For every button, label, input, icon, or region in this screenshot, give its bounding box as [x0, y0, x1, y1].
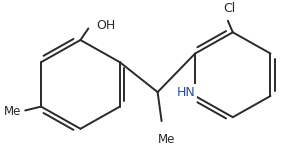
Text: Cl: Cl [224, 2, 236, 15]
Text: Me: Me [158, 133, 175, 146]
Text: OH: OH [96, 19, 116, 32]
Text: HN: HN [177, 86, 196, 99]
Text: Me: Me [4, 105, 21, 118]
